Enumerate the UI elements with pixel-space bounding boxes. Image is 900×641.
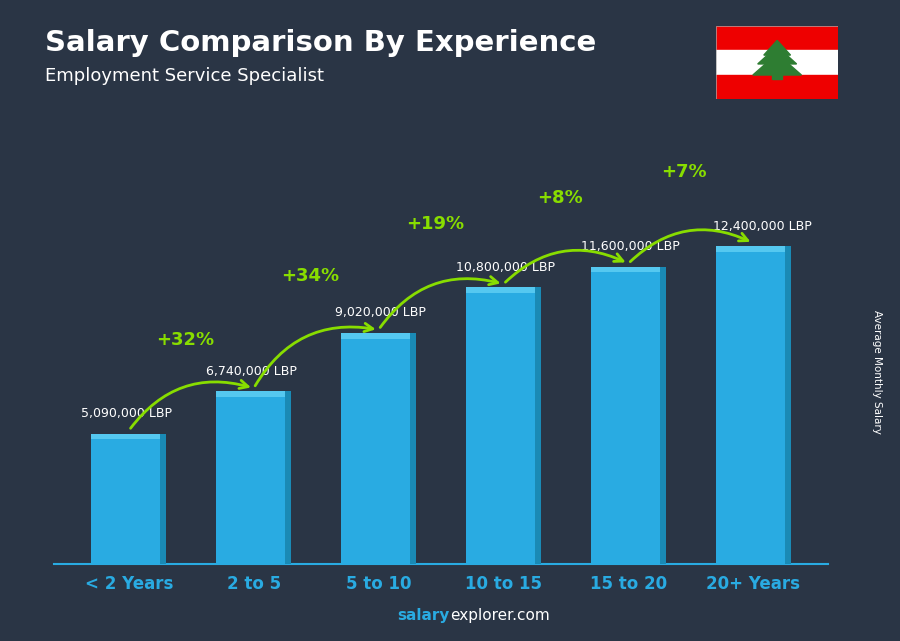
Text: 10,800,000 LBP: 10,800,000 LBP [456, 261, 555, 274]
Bar [535, 287, 541, 564]
Text: +8%: +8% [536, 189, 582, 207]
Bar [92, 433, 166, 439]
Bar [341, 333, 416, 564]
Text: +32%: +32% [156, 331, 214, 349]
Text: +34%: +34% [281, 267, 339, 285]
Text: 11,600,000 LBP: 11,600,000 LBP [580, 240, 680, 253]
Polygon shape [764, 40, 790, 55]
Text: salary: salary [398, 608, 450, 623]
Bar [216, 391, 292, 564]
Bar [466, 287, 541, 564]
Bar [772, 74, 782, 79]
Bar [716, 50, 838, 75]
Text: 6,740,000 LBP: 6,740,000 LBP [206, 365, 297, 378]
Bar [466, 287, 541, 293]
Bar [216, 391, 292, 397]
Bar [590, 267, 666, 564]
Text: +7%: +7% [662, 163, 707, 181]
Bar [660, 267, 666, 564]
Text: +19%: +19% [406, 215, 464, 233]
Bar [716, 26, 838, 50]
Bar [716, 246, 790, 252]
Bar [716, 246, 790, 564]
Bar [785, 246, 790, 564]
Bar [590, 267, 666, 272]
Polygon shape [758, 46, 796, 64]
Polygon shape [753, 54, 802, 75]
Text: 12,400,000 LBP: 12,400,000 LBP [713, 220, 812, 233]
Bar [92, 433, 166, 564]
Text: explorer.com: explorer.com [450, 608, 550, 623]
Text: Average Monthly Salary: Average Monthly Salary [872, 310, 883, 434]
Bar [341, 333, 416, 338]
Bar [716, 75, 838, 99]
Text: Salary Comparison By Experience: Salary Comparison By Experience [45, 29, 596, 57]
Bar [160, 433, 166, 564]
Text: Employment Service Specialist: Employment Service Specialist [45, 67, 324, 85]
Text: 9,020,000 LBP: 9,020,000 LBP [335, 306, 426, 319]
Bar [285, 391, 292, 564]
Bar [410, 333, 416, 564]
Text: 5,090,000 LBP: 5,090,000 LBP [82, 407, 173, 420]
